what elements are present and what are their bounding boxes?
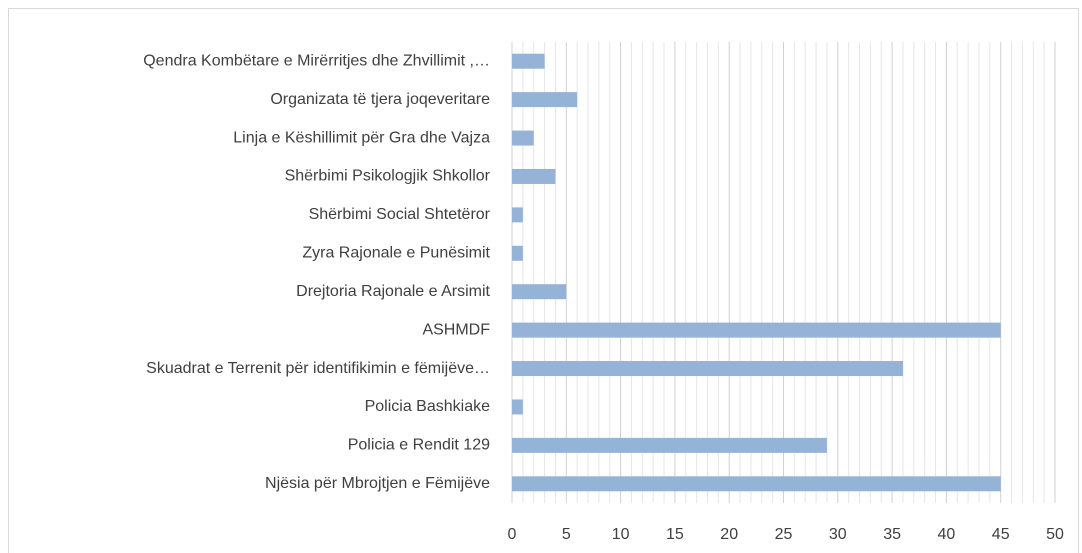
bar — [512, 53, 545, 69]
x-tick-label: 35 — [883, 526, 901, 543]
y-tick-label: Policia e Rendit 129 — [348, 437, 490, 454]
y-tick-label: Linja e Këshillimit për Gra dhe Vajza — [233, 129, 490, 146]
x-tick-label: 5 — [562, 526, 571, 543]
x-tick-label: 50 — [1046, 526, 1064, 543]
x-tick-label: 15 — [666, 526, 684, 543]
x-tick-label: 40 — [938, 526, 956, 543]
bar — [512, 476, 1001, 492]
bar — [512, 168, 556, 184]
x-tick-label: 30 — [829, 526, 847, 543]
y-tick-label: Organizata të tjera joqeveritare — [270, 91, 490, 108]
y-tick-label: Drejtoria Rajonale e Arsimit — [296, 283, 490, 300]
x-tick-label: 20 — [720, 526, 738, 543]
bar — [512, 361, 903, 377]
bar — [512, 284, 567, 300]
x-tick-label: 10 — [612, 526, 630, 543]
bar — [512, 437, 827, 453]
x-tick-label: 45 — [992, 526, 1010, 543]
y-tick-label: Policia Bashkiake — [365, 398, 491, 415]
bar — [512, 130, 534, 146]
y-tick-label: Qendra Kombëtare e Mirërritjes dhe Zhvil… — [143, 52, 490, 69]
y-tick-label: ASHMDF — [422, 321, 490, 338]
bar — [512, 399, 523, 415]
y-tick-label: Shërbimi Psikologjik Shkollor — [285, 168, 491, 185]
bar — [512, 245, 523, 261]
chart-frame — [8, 8, 1079, 553]
bar — [512, 322, 1001, 338]
y-tick-label: Njësia për Mbrojtjen e Fëmijëve — [265, 475, 490, 492]
y-tick-label: Zyra Rajonale e Punësimit — [302, 245, 490, 262]
bar — [512, 207, 523, 223]
x-tick-label: 0 — [508, 526, 517, 543]
y-tick-label: Skuadrat e Terrenit për identifikimin e … — [146, 360, 490, 377]
bar — [512, 92, 578, 108]
y-tick-label: Shërbimi Social Shtetëror — [309, 206, 491, 223]
x-tick-label: 25 — [775, 526, 793, 543]
